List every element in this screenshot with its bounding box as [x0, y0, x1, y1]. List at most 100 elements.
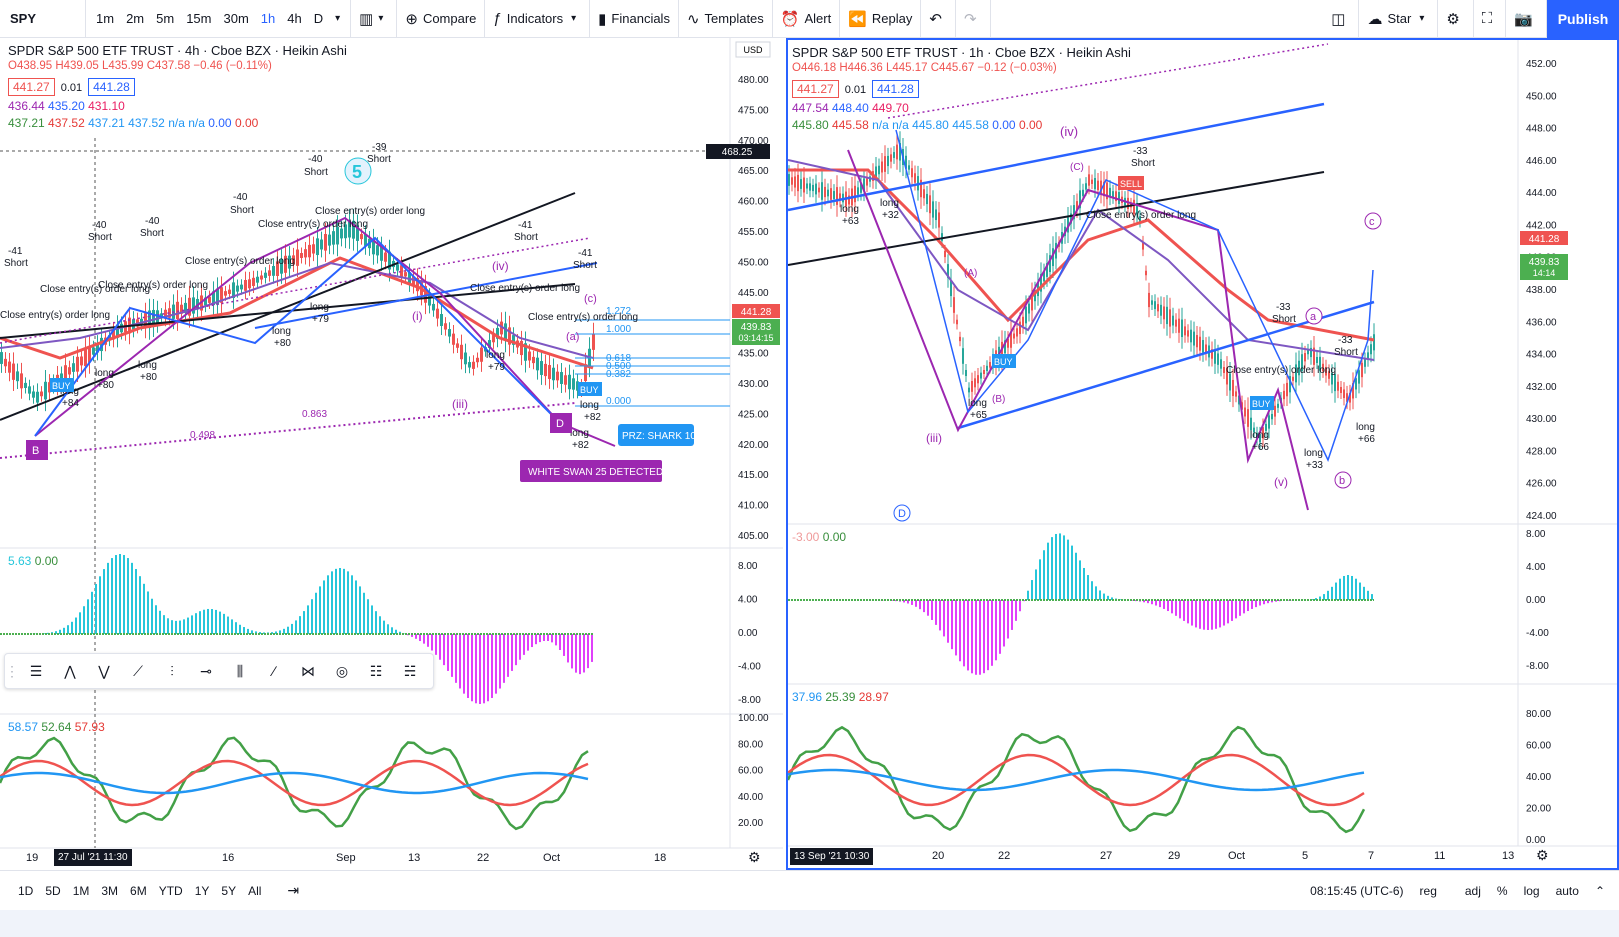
- ask-button[interactable]: 441.28: [872, 80, 919, 98]
- interval-5m[interactable]: 5m: [156, 10, 175, 26]
- right-chart-title[interactable]: SPDR S&P 500 ETF TRUST · 1h · Cboe BZX ·…: [792, 45, 1131, 60]
- templates-button[interactable]: ∿ Templates: [679, 0, 773, 38]
- projection-tool-icon[interactable]: ☵: [403, 662, 417, 679]
- undo-button[interactable]: ↶: [921, 0, 956, 38]
- interval-D[interactable]: D: [313, 10, 324, 26]
- left-chart-pane[interactable]: 480.00 475.00 470.00 465.00 460.00 455.00 450.…: [0, 38, 783, 870]
- range-1D[interactable]: 1D: [18, 883, 34, 898]
- ma-row-1[interactable]: 436.44 435.20 431.10: [8, 99, 125, 113]
- star-button[interactable]: ☁ Star ▾: [1359, 0, 1439, 38]
- ask-button[interactable]: 441.28: [88, 78, 135, 96]
- trendline-tool-icon[interactable]: ⟋: [133, 662, 143, 679]
- adj-toggle[interactable]: adj: [1464, 883, 1481, 898]
- snapshot-button[interactable]: 📷: [1506, 0, 1547, 38]
- prz-shark-badge[interactable]: [618, 424, 694, 446]
- abc-tool-icon[interactable]: ⋁: [98, 662, 110, 679]
- elliott-wave-path[interactable]: [34, 236, 561, 437]
- range-5Y[interactable]: 5Y: [221, 883, 237, 898]
- bid-button[interactable]: 441.27: [792, 80, 839, 98]
- left-osc1-legend[interactable]: 5.63 0.00: [8, 554, 59, 568]
- range-6M[interactable]: 6M: [130, 883, 147, 898]
- wave-tool-icon[interactable]: ⋀: [64, 662, 76, 679]
- goto-date-icon[interactable]: ⇥: [287, 882, 300, 898]
- alert-button[interactable]: ⏰ Alert: [773, 0, 841, 38]
- log-toggle[interactable]: log: [1523, 883, 1540, 898]
- range-YTD[interactable]: YTD: [158, 883, 183, 898]
- left-osc2-legend[interactable]: 58.57 52.64 57.93: [8, 720, 105, 734]
- candle-body: [1277, 403, 1279, 408]
- percent-toggle[interactable]: %: [1496, 883, 1508, 898]
- layout-button[interactable]: ◫: [1323, 0, 1360, 38]
- fork-tool-icon[interactable]: ⫼: [236, 662, 244, 679]
- ray-tool-icon[interactable]: ∕: [272, 663, 276, 679]
- left-time-axis[interactable]: 19 16 Sep 13 22 Oct 18: [0, 850, 730, 868]
- left-price-axis[interactable]: 480.00 475.00 470.00 465.00 460.00 455.00 450.…: [738, 75, 769, 542]
- indicators-button[interactable]: ƒ Indicators ▾: [485, 0, 591, 38]
- left-chart-canvas[interactable]: 480.00 475.00 470.00 465.00 460.00 455.00 450.…: [0, 38, 783, 870]
- candle-body: [1052, 248, 1054, 267]
- right-price-axis[interactable]: 452.00450.00448.00446.00444.00442.00440.…: [1526, 59, 1557, 522]
- channel-line-black[interactable]: [0, 283, 576, 339]
- compare-button[interactable]: ⊕ Compare: [397, 0, 486, 38]
- right-osc1-legend[interactable]: -3.00 0.00: [792, 530, 847, 544]
- pattern-tool-icon[interactable]: ⋈: [301, 662, 315, 679]
- bid-button[interactable]: 441.27: [8, 78, 55, 96]
- clock-label[interactable]: 08:15:45 (UTC-6): [1310, 883, 1404, 898]
- candle-body: [388, 251, 391, 270]
- range-All[interactable]: All: [248, 883, 262, 898]
- hline-tool-icon[interactable]: ⊸: [200, 662, 212, 679]
- range-5D[interactable]: 5D: [45, 883, 61, 898]
- gann-tool-icon[interactable]: ◎: [335, 662, 349, 679]
- point-a-label: a: [1310, 311, 1317, 323]
- right-osc2-legend[interactable]: 37.96 25.39 28.97: [792, 690, 889, 704]
- lines-tool-icon[interactable]: ☰: [29, 662, 43, 679]
- ma-row-2[interactable]: 445.80 445.58 n/a n/a 445.80 445.58 0.00…: [792, 118, 1043, 132]
- trend-line-black[interactable]: [787, 171, 1325, 266]
- chart-type-button[interactable]: ▥ ▾: [351, 0, 398, 38]
- settings-button[interactable]: ⚙: [1438, 0, 1474, 38]
- session-toggle[interactable]: reg: [1419, 883, 1437, 898]
- fib-tool-icon[interactable]: ⫶: [170, 662, 174, 679]
- auto-toggle[interactable]: auto: [1555, 883, 1579, 898]
- range-1M[interactable]: 1M: [72, 883, 90, 898]
- drag-handle-icon[interactable]: ⋮: [5, 662, 19, 679]
- right-chart-pane[interactable]: 452.00450.00448.00446.00444.00442.00440.…: [786, 38, 1619, 870]
- interval-1h[interactable]: 1h: [260, 10, 276, 26]
- candle-body: [396, 264, 399, 271]
- elliott-wave-path[interactable]: [895, 129, 1374, 462]
- publish-button[interactable]: Publish: [1547, 0, 1619, 38]
- trend-line-black[interactable]: [0, 192, 576, 421]
- range-1Y[interactable]: 1Y: [194, 883, 210, 898]
- symbol-search-button[interactable]: SPY: [0, 0, 86, 38]
- left-chart-title[interactable]: SPDR S&P 500 ETF TRUST · 4h · Cboe BZX ·…: [8, 43, 347, 58]
- replay-button[interactable]: ⏪ Replay: [840, 0, 922, 38]
- financials-button[interactable]: ▮ Financials: [590, 0, 679, 38]
- right-time-axis[interactable]: 20 22 27 29 Oct 5 7 11 13: [788, 848, 1518, 866]
- right-chart-canvas[interactable]: 452.00450.00448.00446.00444.00442.00440.…: [786, 40, 1617, 868]
- fib-label: 0.863: [302, 409, 327, 420]
- price-tick: 410.00: [738, 501, 769, 512]
- right-axis-settings-icon[interactable]: ⚙: [1536, 847, 1549, 863]
- interval-4h[interactable]: 4h: [287, 10, 302, 26]
- range-3M[interactable]: 3M: [101, 883, 119, 898]
- interval-30m[interactable]: 30m: [223, 10, 249, 26]
- currency-selector[interactable]: [735, 41, 771, 58]
- label-close-entry: Close entry(s) order long: [528, 312, 638, 323]
- interval-1m[interactable]: 1m: [96, 10, 115, 26]
- fullscreen-icon: ⛶: [1481, 10, 1493, 27]
- trend-line-blue[interactable]: [254, 262, 598, 329]
- white-swan-badge[interactable]: [520, 460, 662, 482]
- ma-row-1[interactable]: 447.54 448.40 449.70: [792, 101, 909, 115]
- ma-row-2[interactable]: 437.21 437.52 437.21 437.52 n/a n/a 0.00…: [8, 116, 259, 130]
- fullscreen-button[interactable]: ⛶: [1474, 0, 1507, 38]
- channel-line-blue[interactable]: [957, 300, 1375, 430]
- candle-body: [236, 285, 239, 292]
- channel-line-blue[interactable]: [787, 102, 1325, 212]
- range-tool-icon[interactable]: ☷: [369, 662, 383, 679]
- expand-panel-icon[interactable]: ⌃: [1594, 883, 1605, 898]
- redo-button[interactable]: ↷: [956, 0, 991, 38]
- chevron-down-icon[interactable]: ▾: [335, 12, 341, 24]
- interval-15m[interactable]: 15m: [186, 10, 212, 26]
- interval-2m[interactable]: 2m: [126, 10, 145, 26]
- left-axis-settings-icon[interactable]: ⚙: [748, 849, 761, 865]
